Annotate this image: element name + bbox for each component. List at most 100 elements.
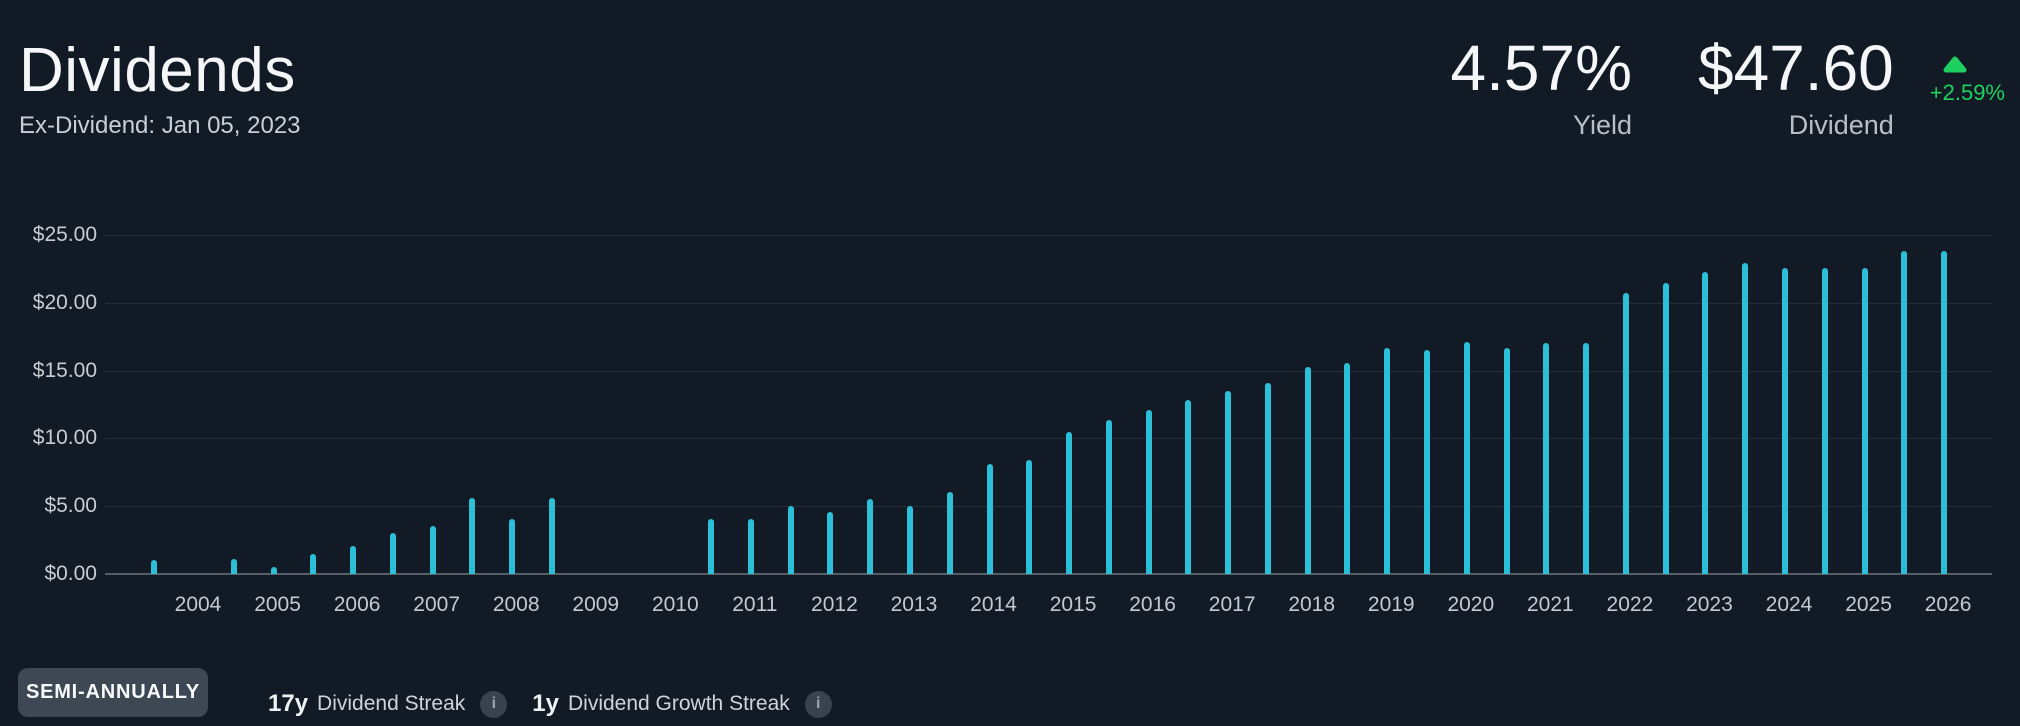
- dividend-bar-2016-H2[interactable]: [1185, 400, 1192, 574]
- y-axis-tick-label: $5.00: [44, 494, 97, 518]
- y-axis-tick-label: $10.00: [32, 426, 97, 450]
- dividend-bar-2012-H1[interactable]: [827, 512, 834, 574]
- x-axis-year-label: 2026: [1924, 593, 1972, 616]
- x-axis-year-label: 2012: [811, 593, 858, 616]
- streaks-row: 17y Dividend Streak i 1y Dividend Growth…: [268, 688, 832, 720]
- dividend-bar-2020-H2[interactable]: [1503, 347, 1510, 574]
- dividend-bar-2004-H2[interactable]: [230, 559, 237, 574]
- dividend-bar-2015-H2[interactable]: [1105, 420, 1112, 574]
- frequency-toggle-button[interactable]: SEMI-ANNUALLY: [18, 668, 208, 717]
- dividend-streak-info-icon[interactable]: i: [480, 690, 508, 718]
- x-axis-year-label: 2007: [413, 593, 460, 616]
- y-axis-tick-label: $25.00: [32, 223, 97, 246]
- dividend-bar-2006-H2[interactable]: [389, 533, 396, 574]
- header-left: Dividends Ex-Dividend: Jan 05, 2023: [19, 34, 301, 140]
- dividend-bar-2015-H1[interactable]: [1066, 432, 1073, 574]
- dividend-bar-2026-H1[interactable]: [1941, 251, 1948, 574]
- dividend-bar-2019-H1[interactable]: [1384, 347, 1391, 574]
- dividend-label: Dividend: [1788, 110, 1894, 140]
- dividend-bar-2011-H2[interactable]: [787, 506, 794, 574]
- yield-label: Yield: [1572, 110, 1633, 140]
- dividend-bar-2022-H1[interactable]: [1622, 293, 1629, 574]
- dividend-bar-2021-H1[interactable]: [1543, 343, 1550, 574]
- dividend-bar-2010-H2[interactable]: [708, 519, 715, 574]
- dividend-bar-2017-H2[interactable]: [1264, 382, 1271, 574]
- gridline-5: [105, 506, 1992, 508]
- dividend-stat: $47.60 Dividend: [1698, 36, 1894, 141]
- x-axis-year-label: 2016: [1129, 593, 1176, 616]
- dividend-streak-label: Dividend Streak: [317, 692, 466, 715]
- dividend-bar-2013-H2[interactable]: [946, 491, 953, 574]
- yield-stat: 4.57% Yield: [1451, 36, 1632, 141]
- dividend-bar-2011-H1[interactable]: [747, 519, 754, 574]
- dividend-bar-2023-H2[interactable]: [1742, 263, 1749, 574]
- dividend-bar-2008-H2[interactable]: [548, 498, 555, 574]
- dividend-bar-2017-H1[interactable]: [1225, 390, 1232, 574]
- x-axis-year-label: 2005: [254, 593, 301, 616]
- growth-streak-info-icon[interactable]: i: [804, 690, 832, 718]
- dividend-bar-2019-H2[interactable]: [1424, 350, 1431, 574]
- dividend-bar-2012-H2[interactable]: [867, 499, 874, 574]
- dividend-bar-2007-H2[interactable]: [469, 498, 476, 574]
- x-axis-year-label: 2017: [1208, 593, 1256, 616]
- dividend-bar-2006-H1[interactable]: [350, 546, 357, 574]
- header-stats: 4.57% Yield $47.60 Dividend +2.59%: [1451, 36, 2005, 141]
- ex-dividend-date: Ex-Dividend: Jan 05, 2023: [19, 112, 301, 140]
- up-arrow-icon: [1943, 56, 1967, 73]
- x-axis-year-label: 2008: [492, 593, 540, 616]
- gridline-25: [105, 235, 1992, 236]
- gridline-10: [105, 438, 1992, 440]
- dividend-change-percent: +2.59%: [1929, 80, 2005, 105]
- dividend-streak-years: 17y: [268, 690, 309, 717]
- dividend-bar-2003-H2[interactable]: [151, 559, 158, 574]
- dividend-bar-2025-H1[interactable]: [1861, 267, 1868, 574]
- x-axis-year-label: 2004: [174, 593, 222, 616]
- dividend-bar-2025-H2[interactable]: [1901, 251, 1908, 574]
- dividend-bar-2023-H1[interactable]: [1702, 272, 1709, 574]
- x-axis-year-label: 2006: [333, 593, 381, 616]
- dividend-bar-2008-H1[interactable]: [509, 519, 516, 574]
- x-axis-year-label: 2015: [1049, 593, 1097, 616]
- dividend-bar-2024-H1[interactable]: [1782, 267, 1788, 574]
- dividend-value: $47.60: [1698, 32, 1894, 104]
- y-axis-tick-label: $20.00: [32, 290, 97, 314]
- dividend-bar-2022-H2[interactable]: [1662, 283, 1669, 574]
- page-title: Dividends: [19, 36, 296, 105]
- dividend-bar-2005-H1[interactable]: [270, 567, 277, 574]
- x-axis-year-label: 2018: [1288, 593, 1336, 616]
- dividend-bar-2007-H1[interactable]: [429, 525, 436, 574]
- x-axis-year-label: 2025: [1845, 593, 1892, 616]
- dividend-bar-2005-H2[interactable]: [310, 553, 317, 574]
- x-axis-year-label: 2024: [1765, 593, 1813, 616]
- gridline-20: [105, 302, 1992, 304]
- gridline-15: [105, 370, 1992, 372]
- y-axis-tick-label: $15.00: [32, 358, 97, 382]
- dividend-bar-2020-H1[interactable]: [1463, 342, 1470, 574]
- growth-streak-label: Dividend Growth Streak: [568, 692, 790, 715]
- x-axis-year-label: 2011: [732, 593, 778, 616]
- dividend-bar-2016-H1[interactable]: [1145, 409, 1152, 574]
- dividend-change: +2.59%: [1930, 36, 2005, 106]
- x-axis-year-label: 2013: [890, 593, 938, 616]
- x-axis-year-label: 2019: [1367, 593, 1415, 616]
- dividend-bar-2021-H2[interactable]: [1583, 343, 1590, 574]
- y-axis-tick-label: $0.00: [44, 562, 97, 585]
- dividend-bar-2014-H2[interactable]: [1026, 460, 1033, 574]
- x-axis-year-label: 2021: [1526, 593, 1574, 616]
- dividend-bar-2014-H1[interactable]: [986, 464, 993, 574]
- growth-streak-years: 1y: [532, 690, 559, 717]
- dividend-bar-2013-H1[interactable]: [906, 506, 913, 574]
- yield-value: 4.57%: [1450, 32, 1633, 104]
- x-axis-year-label: 2010: [651, 593, 699, 616]
- x-axis-year-label: 2009: [572, 593, 620, 616]
- x-axis-year-label: 2020: [1447, 593, 1495, 616]
- dividend-bar-2024-H2[interactable]: [1821, 267, 1828, 574]
- x-axis-year-label: 2023: [1686, 593, 1733, 616]
- x-axis-year-label: 2022: [1606, 593, 1654, 616]
- dividend-bar-2018-H2[interactable]: [1344, 363, 1351, 574]
- dividend-bar-2018-H1[interactable]: [1304, 366, 1311, 574]
- x-axis-line: [105, 573, 1992, 575]
- x-axis-year-label: 2014: [970, 593, 1017, 616]
